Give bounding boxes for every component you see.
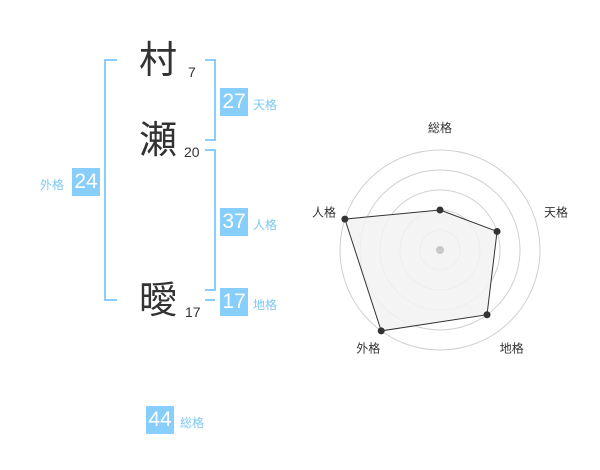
tenkaku-label: 天格: [253, 98, 278, 112]
jinkaku-value: 37: [220, 208, 248, 236]
soukaku-label: 総格: [180, 416, 205, 430]
radar-axis-label: 総格: [428, 120, 452, 135]
radar-axis-label: 地格: [500, 341, 524, 356]
stroke-count-3: 17: [185, 304, 201, 320]
stroke-count-1: 7: [188, 64, 196, 80]
name-char-1: 村: [139, 38, 178, 82]
chikaku-value: 17: [220, 288, 248, 316]
stroke-count-2: 20: [184, 144, 200, 160]
gaikaku-bracket: [104, 59, 117, 301]
tenkaku-bracket: [205, 59, 216, 141]
soukaku-value: 44: [146, 406, 174, 434]
radar-axis-label: 天格: [544, 204, 568, 219]
radar-point: [493, 227, 501, 235]
radar-point: [483, 311, 491, 319]
jinkaku-bracket: [205, 149, 216, 291]
gaikaku-value: 24: [72, 168, 100, 196]
radar-ring: [339, 149, 541, 351]
name-char-3: 曖: [139, 278, 178, 322]
radar-point: [377, 327, 385, 335]
name-char-2: 瀬: [139, 118, 178, 162]
radar-area: [344, 209, 498, 332]
radar-point: [341, 215, 349, 223]
radar-axis-label: 人格: [312, 204, 336, 219]
radar-point: [436, 206, 444, 214]
tenkaku-value: 27: [220, 88, 248, 116]
gaikaku-label: 外格: [40, 178, 65, 192]
jinkaku-label: 人格: [253, 218, 278, 232]
chikaku-label: 地格: [253, 298, 278, 312]
radar-center: [436, 246, 444, 254]
radar-axis-label: 外格: [356, 341, 380, 356]
